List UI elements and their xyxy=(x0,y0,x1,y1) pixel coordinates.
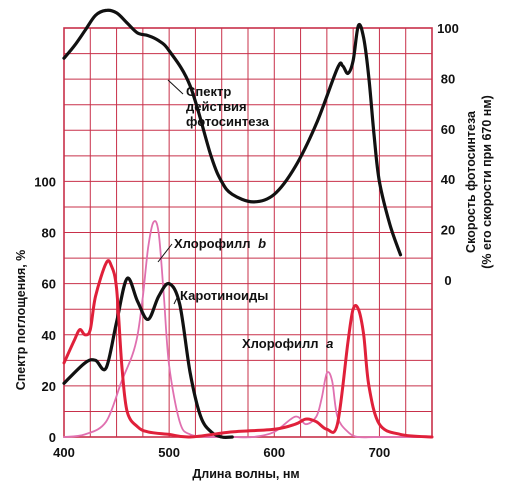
x-axis-label: Длина волны, нм xyxy=(192,467,299,481)
series-line-carotenoids xyxy=(62,276,234,439)
annotation-action-spectrum: Спектр действия фотосинтеза xyxy=(186,84,270,129)
chart-grid xyxy=(64,28,432,437)
y-right-tick-label: 80 xyxy=(441,71,455,86)
y-right-tick-label: 20 xyxy=(441,223,455,238)
annotation-action-line2: действия xyxy=(186,99,247,114)
annotation-carotenoids: Каротиноиды xyxy=(180,288,268,303)
leader-carotenoids xyxy=(173,295,179,305)
y-left-tick-label: 60 xyxy=(42,277,56,292)
leader-chlorophyll-b xyxy=(157,243,173,263)
annotation-action-line1: Спектр xyxy=(186,84,231,99)
y-left-tick-label: 40 xyxy=(42,328,56,343)
series-layer xyxy=(62,8,434,439)
annotation-chlorophyll-a-suffix: a xyxy=(326,336,333,351)
series-line-chlorophyll-a xyxy=(62,259,434,439)
x-tick-label: 400 xyxy=(53,445,75,460)
annotation-action-line3: фотосинтеза xyxy=(186,114,270,129)
annotation-chlorophyll-a: Хлорофилл a xyxy=(242,336,333,351)
annotation-chlorophyll-b: Хлорофилл b xyxy=(174,236,266,251)
y-right-tick-label: 40 xyxy=(441,172,455,187)
series-line-chlorophyll-b xyxy=(63,220,433,439)
x-tick-label: 700 xyxy=(369,445,391,460)
x-tick-label: 500 xyxy=(158,445,180,460)
y-left-tick-label: 100 xyxy=(34,174,56,189)
y-left-tick-label: 80 xyxy=(42,226,56,241)
y-right-tick-label: 60 xyxy=(441,122,455,137)
y-left-axis-label: Спектр поглощения, % xyxy=(14,250,28,391)
series-line-action-spectrum xyxy=(62,8,403,257)
tick-labels: 400 500 600 700 0 20 40 60 80 100 0 20 40 60 80 100 xyxy=(34,21,459,460)
y-left-tick-label: 0 xyxy=(49,430,56,445)
annotation-chlorophyll-a-text: Хлорофилл xyxy=(242,336,318,351)
annotation-leaders xyxy=(157,79,184,305)
y-left-tick-label: 20 xyxy=(42,379,56,394)
y-right-axis-label-line1: Скорость фотосинтеза xyxy=(464,110,478,253)
y-right-tick-label: 0 xyxy=(444,273,451,288)
annotation-chlorophyll-b-text: Хлорофилл xyxy=(174,236,250,251)
y-right-axis-label-line2: (% его скорости при 670 нм) xyxy=(480,95,494,269)
x-tick-label: 600 xyxy=(263,445,285,460)
y-right-tick-label: 100 xyxy=(437,21,459,36)
annotation-chlorophyll-b-suffix: b xyxy=(258,236,266,251)
leader-action-spectrum xyxy=(167,79,184,95)
